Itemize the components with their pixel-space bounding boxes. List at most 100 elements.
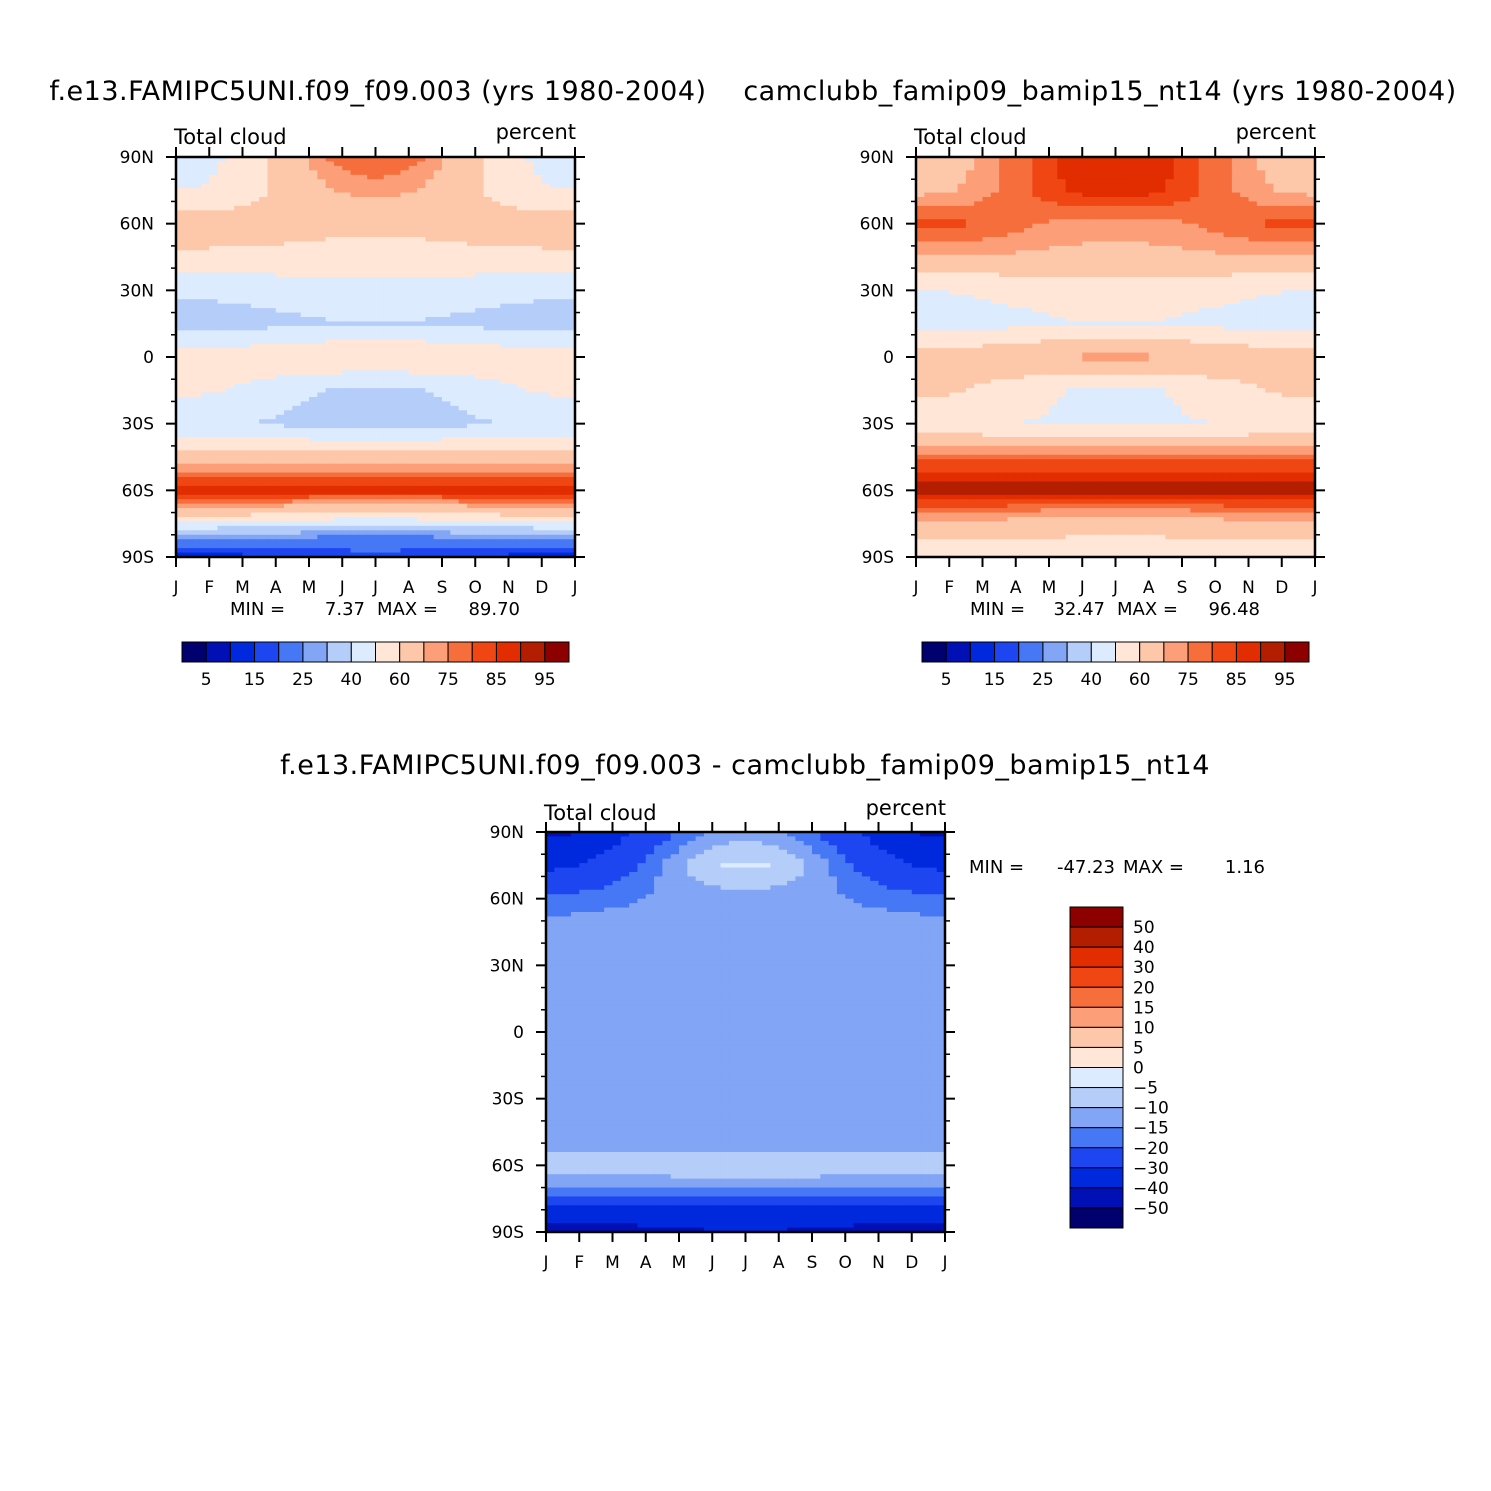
field-cell [209,401,219,407]
field-cell [200,339,210,345]
field-cell [325,157,335,163]
field-cell [550,201,559,207]
field-cell [516,303,526,309]
field-cell [541,419,551,425]
field-cell [358,388,368,394]
field-cell [333,161,343,167]
field-cell [566,183,576,189]
field-cell [483,241,493,247]
field-cell [1215,201,1225,207]
field-cell [250,352,260,358]
field-cell [284,330,293,336]
field-cell [1190,157,1200,163]
field-cell [267,303,277,309]
field-cell [400,263,410,269]
field-cell [300,401,310,407]
field-cell [1298,170,1308,176]
field-cell [450,365,460,371]
field-cell [408,201,418,207]
field-cell [234,250,244,256]
field-cell [500,272,510,278]
field-cell [333,245,343,251]
field-cell [176,530,185,536]
field-cell [267,357,277,363]
field-cell [491,268,501,274]
field-cell [200,463,210,469]
field-cell [392,174,402,180]
field-cell [541,294,551,300]
field-cell [333,268,343,274]
field-cell [342,232,352,238]
field-cell [317,250,327,256]
field-cell [525,201,535,207]
field-cell [466,201,476,207]
field-cell [392,272,402,278]
field-cell [425,392,435,398]
field-cell [500,299,510,305]
field-cell [217,268,227,274]
field-cell [292,237,302,243]
field-cell [516,379,526,385]
field-cell [483,419,493,425]
field-cell [417,543,426,549]
field-cell [209,414,219,420]
field-cell [475,205,485,211]
field-cell [259,285,269,291]
field-cell [550,365,559,371]
field-cell [333,259,343,265]
field-cell [533,285,543,291]
field-cell [392,397,402,403]
field-cell [525,499,535,505]
field-cell [483,277,493,283]
field-cell [217,481,227,487]
field-cell [1140,165,1150,171]
field-cell [1148,192,1158,198]
field-cell [275,352,285,358]
field-cell [500,268,510,274]
field-cell [200,294,210,300]
field-cell [475,397,485,403]
field-cell [508,214,518,220]
field-cell [483,428,493,434]
field-cell [292,201,302,207]
field-cell [408,512,418,518]
field-cell [541,165,551,171]
field-cell [209,325,219,331]
field-cell [475,365,485,371]
field-cell [433,517,443,523]
field-cell [217,299,227,305]
field-cell [217,357,227,363]
field-cell [516,437,526,443]
field-cell [234,223,244,229]
field-cell [500,205,510,211]
field-cell [1223,161,1233,167]
field-cell [292,521,302,527]
field-cell [1090,192,1100,198]
field-cell [242,250,252,256]
field-cell [225,494,235,500]
field-cell [408,374,418,380]
field-cell [375,392,385,398]
field-cell [284,192,293,198]
field-cell [325,517,335,523]
field-cell [300,374,310,380]
field-cell [1098,188,1108,194]
field-cell [192,174,202,180]
field-cell [176,343,185,349]
field-cell [383,294,393,300]
field-cell [317,205,327,211]
field-cell [491,321,501,327]
field-cell [408,312,418,318]
field-cell [309,517,318,523]
field-cell [234,161,244,167]
field-cell [217,365,227,371]
field-cell [500,441,510,447]
field-cell [932,192,942,198]
field-cell [342,241,352,247]
field-cell [300,188,310,194]
field-cell [466,205,476,211]
field-cell [1215,174,1225,180]
field-cell [458,281,468,287]
field-cell [192,468,202,474]
field-cell [325,272,335,278]
